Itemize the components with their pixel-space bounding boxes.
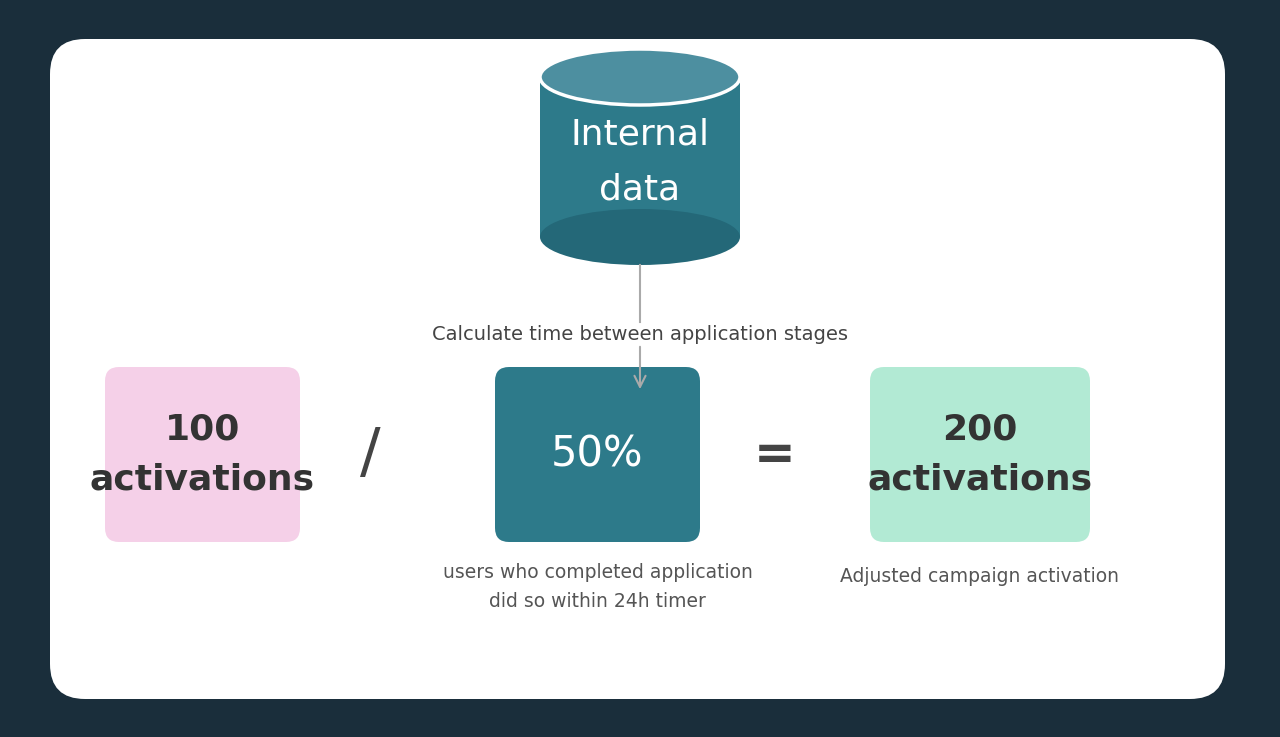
Ellipse shape xyxy=(540,209,740,265)
Text: /: / xyxy=(360,425,380,484)
FancyBboxPatch shape xyxy=(105,367,300,542)
FancyBboxPatch shape xyxy=(870,367,1091,542)
Ellipse shape xyxy=(540,49,740,105)
Bar xyxy=(540,77,740,237)
Text: Internal
data: Internal data xyxy=(571,117,709,207)
FancyBboxPatch shape xyxy=(50,39,1225,699)
Text: Calculate time between application stages: Calculate time between application stage… xyxy=(433,324,849,343)
Text: users who completed application
did so within 24h timer: users who completed application did so w… xyxy=(443,563,753,611)
Text: Adjusted campaign activation: Adjusted campaign activation xyxy=(841,567,1120,587)
Text: =: = xyxy=(754,430,796,478)
Text: 50%: 50% xyxy=(552,433,644,475)
Text: 200
activations: 200 activations xyxy=(868,413,1093,497)
FancyBboxPatch shape xyxy=(495,367,700,542)
Text: 100
activations: 100 activations xyxy=(90,413,315,497)
